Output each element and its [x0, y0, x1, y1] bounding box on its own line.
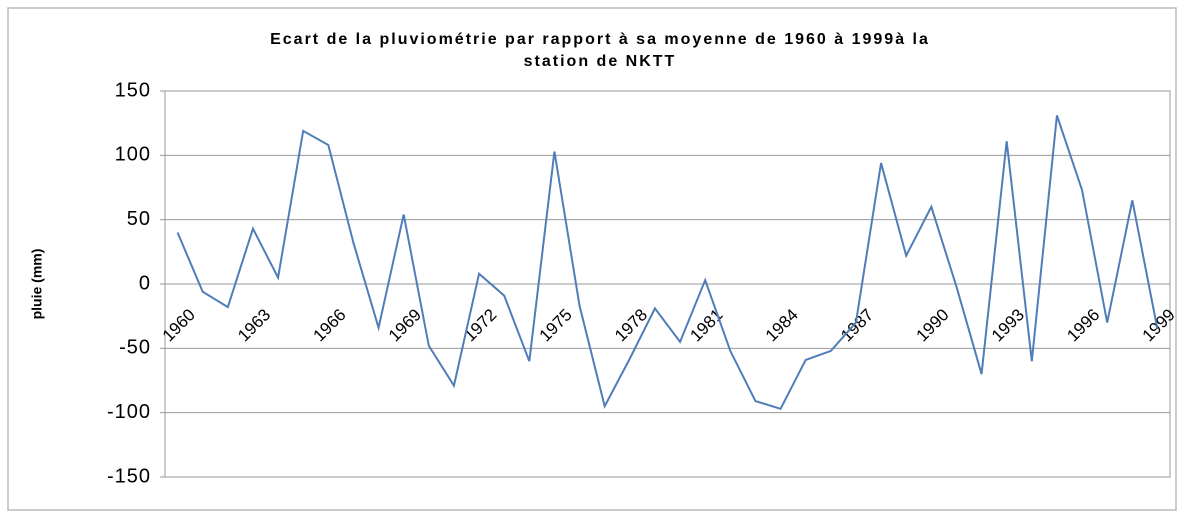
y-tick-label: 150	[115, 79, 151, 101]
chart-frame	[7, 7, 1177, 511]
y-tick-label: 100	[115, 144, 151, 166]
y-axis-label: pluie (mm)	[29, 249, 45, 320]
chart-title: station de NKTT	[524, 53, 677, 70]
y-tick-label: -100	[107, 401, 151, 423]
data-line	[176, 115, 1159, 411]
y-tick-label: -50	[119, 337, 151, 359]
y-tick-label: -150	[107, 465, 151, 487]
chart-title: Ecart de la pluviométrie par rapport à s…	[270, 31, 930, 48]
y-tick-label: 0	[139, 272, 151, 294]
y-tick-label: 50	[127, 208, 151, 230]
